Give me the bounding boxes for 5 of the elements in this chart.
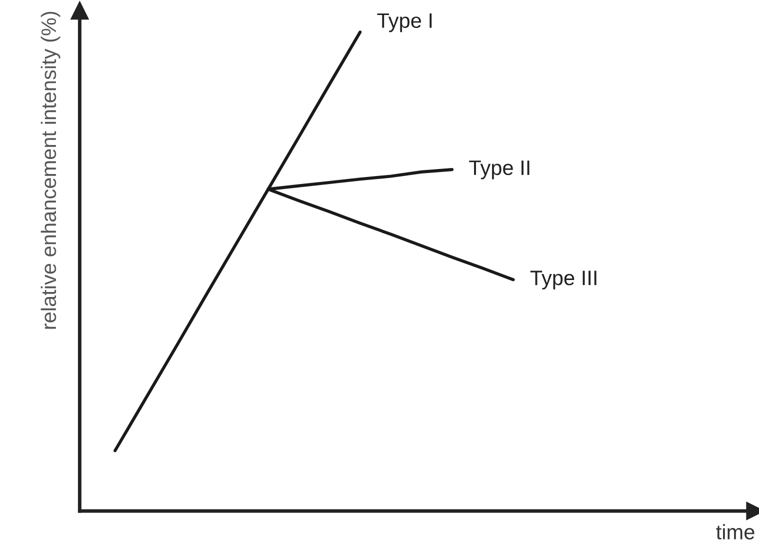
series-label: Type II	[469, 160, 530, 180]
y-axis-title: relative enhancement intensity (%)	[40, 12, 60, 329]
series-label: Type III	[530, 270, 596, 290]
series-label: Type I	[377, 13, 432, 32]
x-axis-title: time	[716, 524, 754, 540]
